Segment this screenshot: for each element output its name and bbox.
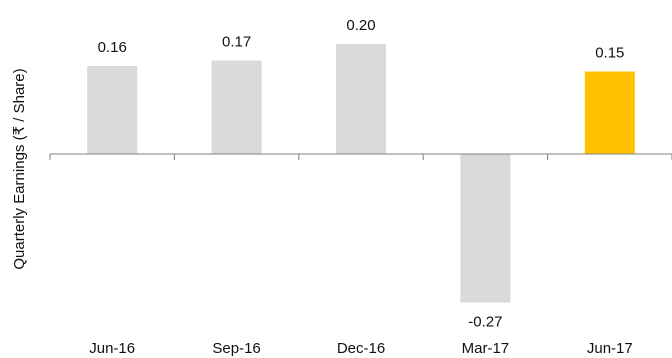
bar-value-label-jun-16: 0.16 [98,39,127,56]
bar-value-label-sep-16: 0.17 [222,34,251,51]
x-axis-label-jun-16: Jun-16 [89,340,135,357]
x-axis-label-mar-17: Mar-17 [462,340,510,357]
x-axis-label-dec-16: Dec-16 [337,340,385,357]
bar-jun-16 [87,66,138,154]
bar-value-labels: 0.16 0.17 0.20 -0.27 0.15 [98,17,625,331]
x-axis-label-jun-17: Jun-17 [587,340,633,357]
x-axis-ticks [49,154,672,160]
bar-value-label-dec-16: 0.20 [346,17,375,34]
bar-value-label-jun-17: 0.15 [595,45,624,62]
bar-value-label-mar-17: -0.27 [468,314,502,331]
x-axis-labels: Jun-16 Sep-16 Dec-16 Mar-17 Jun-17 [89,340,632,357]
x-axis-label-sep-16: Sep-16 [212,340,260,357]
bar-dec-16 [336,44,386,154]
bar-jun-17 [584,71,635,154]
bar-mar-17 [460,154,511,303]
bar-sep-16 [211,60,262,154]
y-axis-title: Quarterly Earnings (₹ / Share) [11,68,28,269]
bars-group [87,44,635,303]
